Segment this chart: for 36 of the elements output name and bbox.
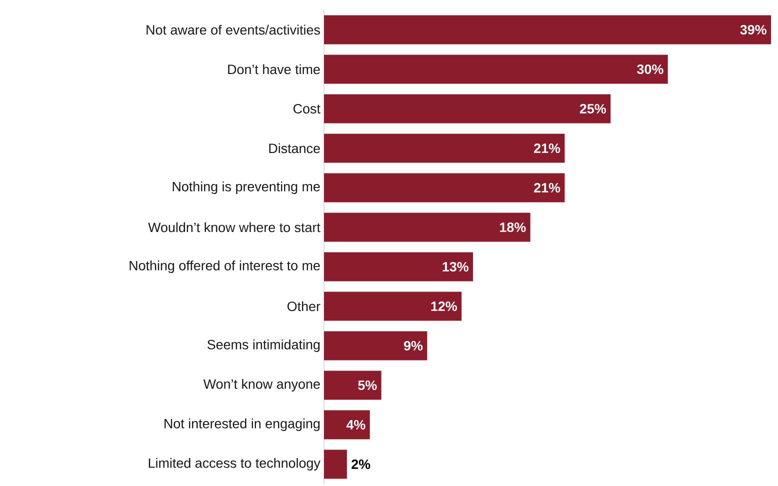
- y-tick-label: Distance: [269, 143, 320, 154]
- data-label: 39%: [740, 24, 766, 35]
- data-label: 2%: [352, 460, 370, 470]
- data-label: 21%: [534, 183, 560, 193]
- bar: [324, 94, 611, 124]
- bar: [324, 370, 382, 400]
- bar: [324, 173, 565, 202]
- data-label: 21%: [534, 144, 560, 154]
- data-label: 12%: [431, 302, 457, 312]
- bar: [324, 134, 565, 163]
- data-label: 9%: [404, 340, 423, 351]
- bar: [324, 331, 428, 360]
- y-tick-label: Not interested in engaging: [164, 418, 320, 432]
- bar: [324, 410, 370, 440]
- y-tick-label: Won’t know anyone: [203, 378, 320, 392]
- bar: [324, 450, 347, 479]
- data-label: 18%: [500, 222, 526, 232]
- y-tick-label: Cost: [294, 104, 320, 114]
- y-tick-label: Not aware of events/activities: [146, 24, 320, 35]
- data-label: 30%: [637, 64, 664, 74]
- y-tick-label: Wouldn’t know where to start: [148, 222, 320, 232]
- y-tick-label: Limited access to technology: [148, 458, 320, 471]
- y-tick-label: Other: [287, 301, 320, 312]
- bar: [324, 292, 462, 321]
- data-label: 25%: [580, 104, 606, 114]
- bar: [324, 54, 668, 84]
- data-label: 4%: [346, 420, 366, 430]
- bar: [324, 212, 530, 242]
- data-label: 13%: [442, 262, 468, 272]
- y-tick-label: Don’t have time: [228, 64, 320, 74]
- data-label: 5%: [358, 380, 377, 390]
- bar: [324, 15, 772, 44]
- y-tick-label: Nothing offered of interest to me: [130, 260, 320, 274]
- y-tick-label: Nothing is preventing me: [172, 181, 320, 194]
- bar: [324, 252, 474, 282]
- y-tick-label: Seems intimidating: [207, 339, 320, 352]
